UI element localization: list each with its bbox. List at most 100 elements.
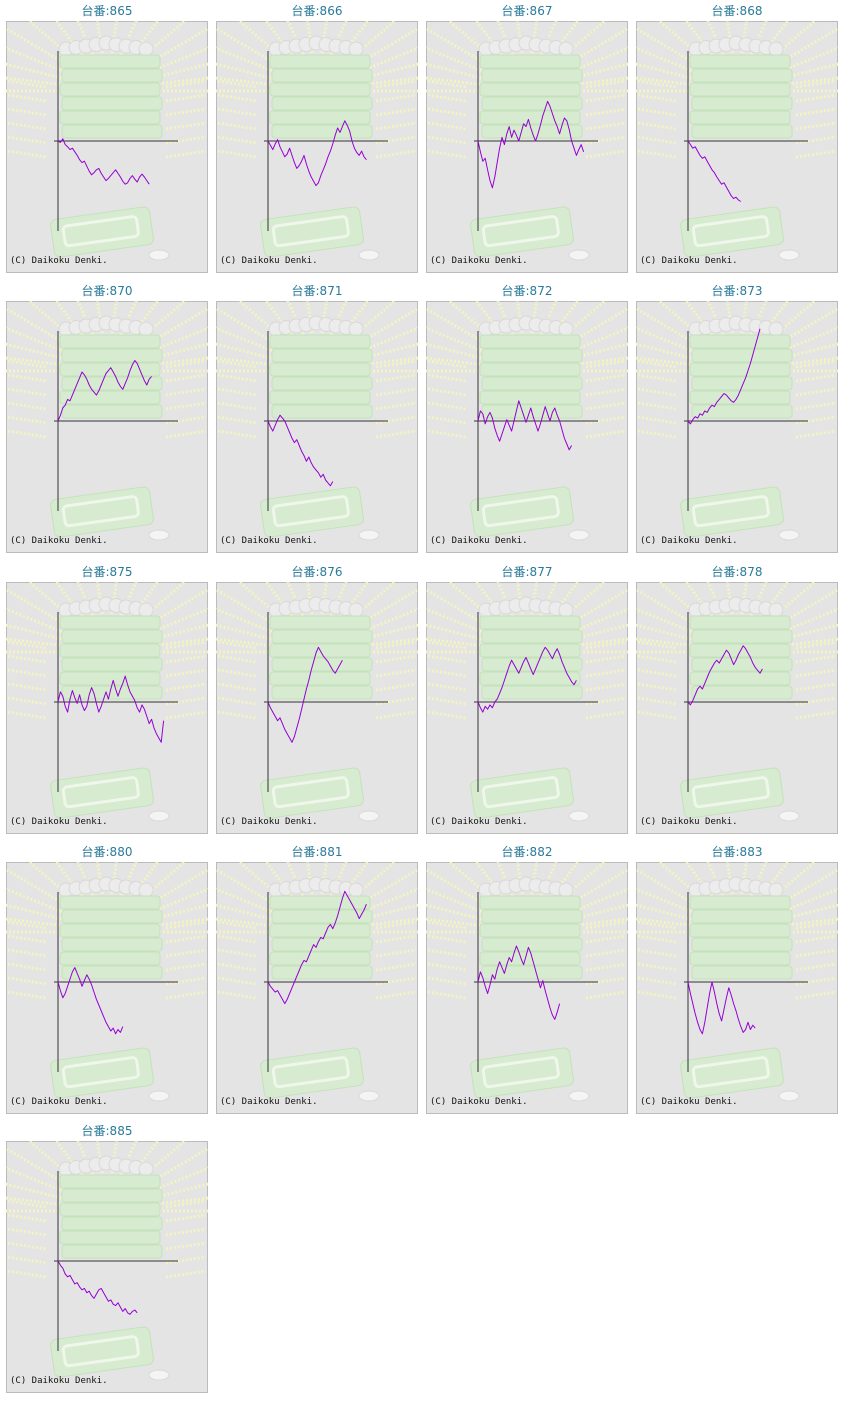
chart-panel: 台番:872 (C) Daikoku Denki. (422, 280, 632, 554)
series-line (477, 945, 561, 1020)
chart-panel: 台番:866 (C) Daikoku Denki. (212, 0, 422, 274)
series-line (57, 675, 165, 743)
series-line (687, 645, 763, 706)
decorative-background (216, 21, 418, 261)
chart-title[interactable]: 台番:867 (501, 4, 553, 18)
chart-title[interactable]: 台番:865 (81, 4, 133, 18)
chart-canvas: (C) Daikoku Denki. (636, 301, 838, 553)
series-line (57, 967, 124, 1035)
chart-title[interactable]: 台番:880 (81, 845, 133, 859)
copyright-text: (C) Daikoku Denki. (220, 817, 318, 827)
chart-canvas: (C) Daikoku Denki. (6, 582, 208, 834)
decorative-background (6, 21, 208, 261)
chart-canvas: (C) Daikoku Denki. (6, 862, 208, 1114)
series-line (477, 100, 585, 189)
series-line (687, 328, 761, 425)
chart-title[interactable]: 台番:877 (501, 565, 553, 579)
copyright-text: (C) Daikoku Denki. (10, 1376, 108, 1386)
decorative-background (6, 1141, 208, 1381)
chart-title[interactable]: 台番:876 (291, 565, 343, 579)
chart-panel: 台番:881 (C) Daikoku Denki. (212, 841, 422, 1115)
chart-title[interactable]: 台番:870 (81, 284, 133, 298)
chart-canvas: (C) Daikoku Denki. (426, 301, 628, 553)
chart-panel: 台番:875 (C) Daikoku Denki. (2, 561, 212, 835)
chart-panel: 台番:876 (C) Daikoku Denki. (212, 561, 422, 835)
series-line (477, 400, 573, 451)
chart-panel: 台番:871 (C) Daikoku Denki. (212, 280, 422, 554)
series-line (267, 890, 367, 1005)
copyright-text: (C) Daikoku Denki. (220, 536, 318, 546)
chart-title[interactable]: 台番:885 (81, 1124, 133, 1138)
chart-title[interactable]: 台番:882 (501, 845, 553, 859)
copyright-text: (C) Daikoku Denki. (220, 256, 318, 266)
series-line (687, 981, 756, 1035)
chart-canvas: (C) Daikoku Denki. (426, 21, 628, 273)
copyright-text: (C) Daikoku Denki. (220, 1097, 318, 1107)
copyright-text: (C) Daikoku Denki. (10, 536, 108, 546)
chart-canvas: (C) Daikoku Denki. (6, 301, 208, 553)
chart-canvas: (C) Daikoku Denki. (426, 862, 628, 1114)
decorative-background (6, 301, 208, 541)
copyright-text: (C) Daikoku Denki. (430, 817, 528, 827)
chart-panel: 台番:880 (C) Daikoku Denki. (2, 841, 212, 1115)
chart-panel: 台番:883 (C) Daikoku Denki. (632, 841, 842, 1115)
series-line (267, 120, 367, 187)
chart-panel: 台番:877 (C) Daikoku Denki. (422, 561, 632, 835)
decorative-background (216, 301, 418, 541)
chart-title[interactable]: 台番:868 (711, 4, 763, 18)
chart-canvas: (C) Daikoku Denki. (636, 582, 838, 834)
chart-canvas: (C) Daikoku Denki. (6, 1141, 208, 1393)
chart-panel: 台番:870 (C) Daikoku Denki. (2, 280, 212, 554)
decorative-background (426, 301, 628, 541)
chart-panel: 台番:878 (C) Daikoku Denki. (632, 561, 842, 835)
series-line (57, 1260, 138, 1315)
series-line (267, 646, 343, 743)
chart-title[interactable]: 台番:872 (501, 284, 553, 298)
copyright-text: (C) Daikoku Denki. (10, 817, 108, 827)
chart-canvas: (C) Daikoku Denki. (6, 21, 208, 273)
chart-panel: 台番:885 (C) Daikoku Denki. (2, 1120, 212, 1394)
decorative-background (636, 301, 838, 541)
copyright-text: (C) Daikoku Denki. (430, 536, 528, 546)
decorative-background (426, 862, 628, 1102)
decorative-background (636, 582, 838, 822)
chart-title[interactable]: 台番:871 (291, 284, 343, 298)
copyright-text: (C) Daikoku Denki. (640, 536, 738, 546)
chart-canvas: (C) Daikoku Denki. (426, 582, 628, 834)
chart-title[interactable]: 台番:875 (81, 565, 133, 579)
copyright-text: (C) Daikoku Denki. (430, 256, 528, 266)
decorative-background (636, 21, 838, 261)
chart-canvas: (C) Daikoku Denki. (216, 301, 418, 553)
series-line (57, 360, 152, 422)
chart-title[interactable]: 台番:881 (291, 845, 343, 859)
series-line (477, 646, 577, 713)
chart-title[interactable]: 台番:866 (291, 4, 343, 18)
decorative-background (216, 862, 418, 1102)
chart-panel: 台番:882 (C) Daikoku Denki. (422, 841, 632, 1115)
copyright-text: (C) Daikoku Denki. (640, 256, 738, 266)
copyright-text: (C) Daikoku Denki. (640, 1097, 738, 1107)
chart-title[interactable]: 台番:873 (711, 284, 763, 298)
decorative-background (426, 582, 628, 822)
chart-canvas: (C) Daikoku Denki. (636, 862, 838, 1114)
chart-panel: 台番:868 (C) Daikoku Denki. (632, 0, 842, 274)
chart-panel: 台番:873 (C) Daikoku Denki. (632, 280, 842, 554)
copyright-text: (C) Daikoku Denki. (10, 256, 108, 266)
decorative-background (636, 862, 838, 1102)
chart-canvas: (C) Daikoku Denki. (216, 862, 418, 1114)
series-line (687, 140, 742, 202)
series-line (57, 138, 150, 185)
decorative-background (426, 21, 628, 261)
copyright-text: (C) Daikoku Denki. (10, 1097, 108, 1107)
chart-title[interactable]: 台番:883 (711, 845, 763, 859)
chart-panel: 台番:867 (C) Daikoku Denki. (422, 0, 632, 274)
chart-title[interactable]: 台番:878 (711, 565, 763, 579)
chart-canvas: (C) Daikoku Denki. (216, 21, 418, 273)
decorative-background (216, 582, 418, 822)
series-line (267, 414, 334, 487)
decorative-background (6, 582, 208, 822)
chart-canvas: (C) Daikoku Denki. (216, 582, 418, 834)
copyright-text: (C) Daikoku Denki. (640, 817, 738, 827)
chart-canvas: (C) Daikoku Denki. (636, 21, 838, 273)
